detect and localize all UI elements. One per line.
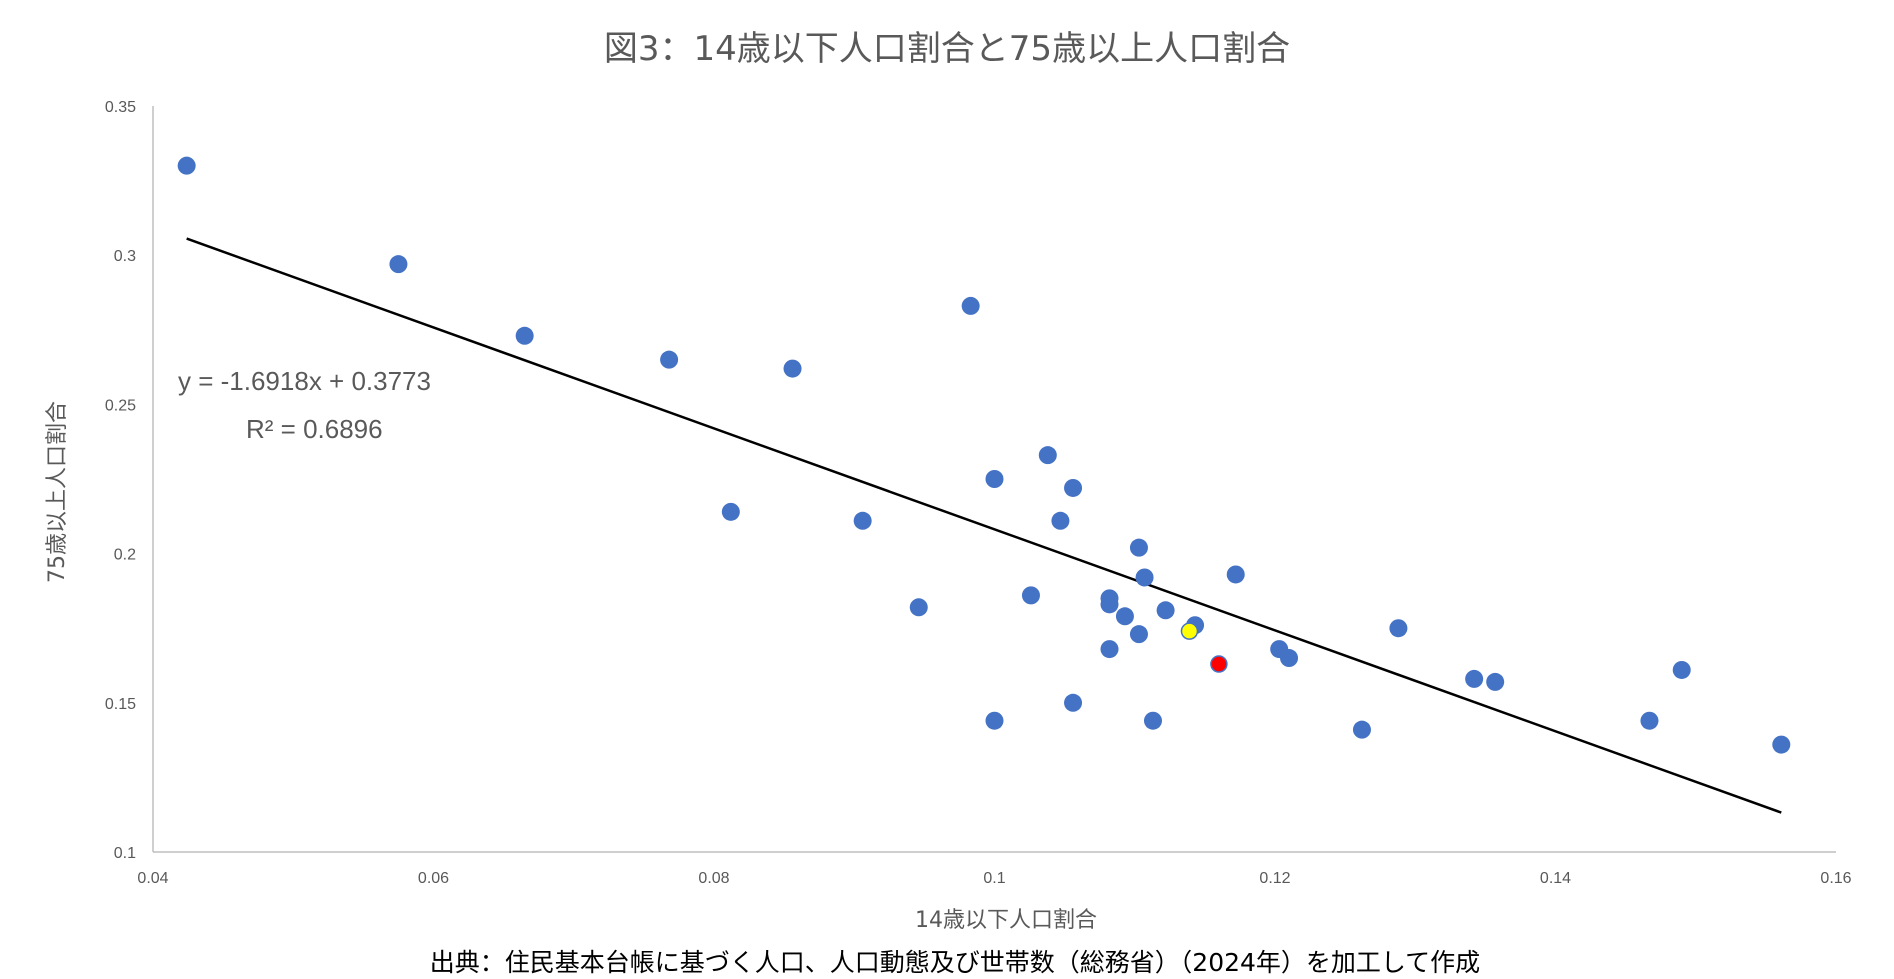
y-tick-label: 0.35 [105, 99, 136, 116]
data-point [1389, 619, 1408, 638]
data-point [783, 359, 802, 378]
y-tick-label: 0.25 [105, 397, 136, 414]
data-point [177, 156, 196, 175]
data-point [515, 326, 534, 345]
x-tick-label: 0.16 [1820, 870, 1851, 887]
x-tick-label: 0.08 [698, 870, 729, 887]
x-tick-label: 0.14 [1540, 870, 1571, 887]
x-tick-label: 0.06 [418, 870, 449, 887]
highlighted-data-point [1210, 655, 1228, 673]
data-point [1143, 711, 1162, 730]
data-point [1064, 478, 1083, 497]
x-axis-title: 14歳以下人口割合 [915, 908, 1097, 933]
y-tick-label: 0.15 [105, 696, 136, 713]
y-tick-label: 0.1 [114, 845, 136, 862]
data-point [1100, 595, 1119, 614]
data-point [1486, 672, 1505, 691]
source-note: 出典：住民基本台帳に基づく人口、人口動態及び世帯数（総務省）（2024年）を加工… [430, 948, 1480, 977]
data-point [1115, 607, 1134, 626]
data-point [961, 296, 980, 315]
data-point [853, 511, 872, 530]
x-tick-label: 0.04 [137, 870, 168, 887]
data-point [389, 255, 408, 274]
y-tick-label: 0.2 [114, 547, 136, 564]
y-tick-labels: 0.1 0.15 0.2 0.25 0.3 0.35 [105, 99, 136, 862]
highlighted-data-point [1180, 622, 1199, 640]
data-point [1038, 446, 1057, 465]
data-point [1226, 565, 1245, 584]
data-point [721, 502, 740, 521]
data-point [1021, 586, 1040, 605]
data-point [1156, 601, 1175, 620]
r-squared-label: R² = 0.6896 [246, 414, 383, 444]
data-point [985, 470, 1004, 488]
x-tick-label: 0.12 [1259, 870, 1290, 887]
chart-title: 図3：14歳以下人口割合と75歳以上人口割合 [604, 29, 1290, 69]
trendline [186, 237, 1782, 814]
data-point [1772, 735, 1791, 754]
data-point [1129, 538, 1148, 557]
data-point [1280, 649, 1299, 668]
data-point [1135, 568, 1154, 587]
data-point [1129, 625, 1148, 644]
data-point [1100, 640, 1119, 659]
data-point [1672, 660, 1691, 679]
data-point [1640, 711, 1659, 730]
data-point [1352, 720, 1371, 739]
data-point [909, 598, 928, 617]
data-points [177, 156, 1791, 754]
data-point [985, 711, 1004, 730]
data-point [1051, 511, 1070, 530]
x-tick-labels: 0.04 0.06 0.08 0.1 0.12 0.14 0.16 [137, 870, 1851, 887]
y-tick-label: 0.3 [114, 248, 136, 265]
y-axis-title: 75歳以上人口割合 [45, 401, 70, 583]
trendline-equation: y = -1.6918x + 0.3773 [178, 366, 431, 396]
data-point [660, 350, 679, 369]
data-point [1064, 693, 1083, 712]
x-tick-label: 0.1 [983, 870, 1005, 887]
data-point [1465, 669, 1484, 688]
